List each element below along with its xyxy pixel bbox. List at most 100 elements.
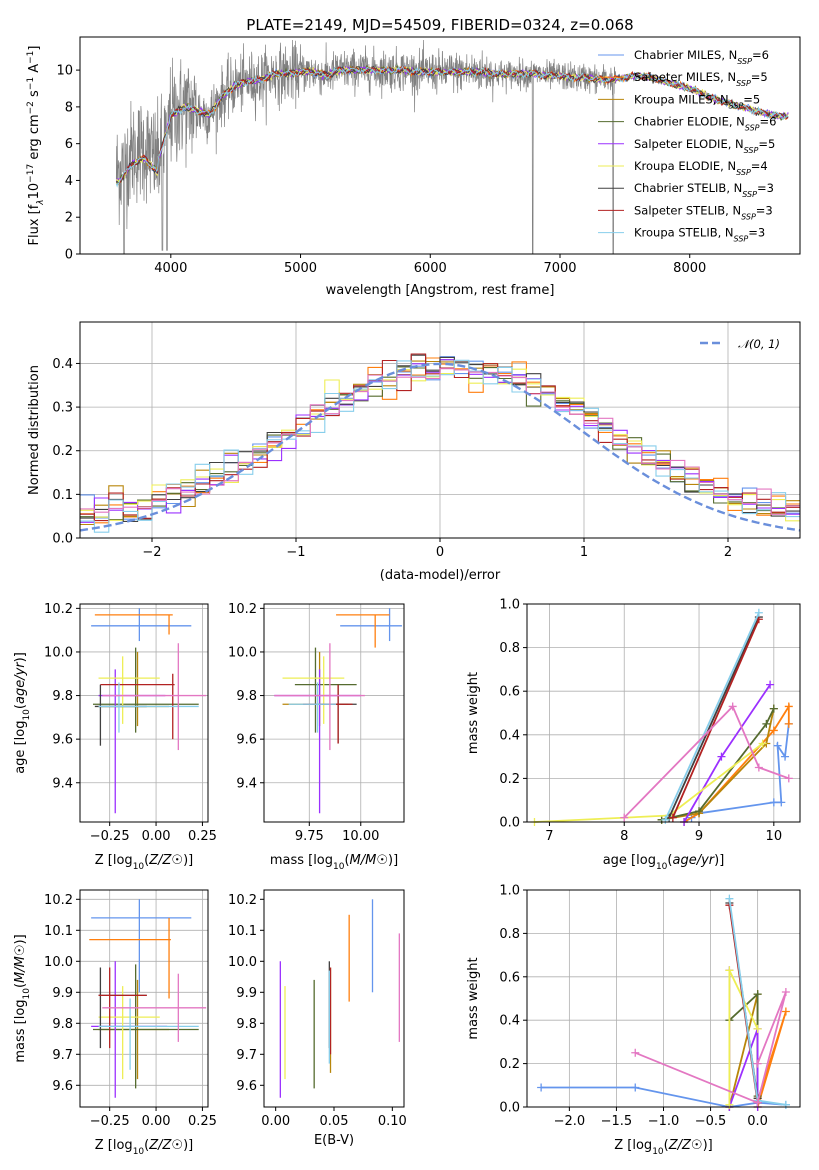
age-vs-Z-panel: −0.25 0.00 0.25 9.4 9.6 9.8 10.0 10.2 Z [log10(Z… xyxy=(13,602,217,872)
mass-weight-point xyxy=(784,702,793,711)
mass-weight-point xyxy=(766,680,775,689)
x-tick-label: 7 xyxy=(545,829,553,844)
y-tick-label: 0.0 xyxy=(499,816,520,831)
mass-weight-point xyxy=(754,763,763,772)
figure-title: PLATE=2149, MJD=54509, FIBERID=0324, z=0… xyxy=(246,16,633,34)
mass-weight-series-line xyxy=(661,708,775,821)
x-tick-label: −1 xyxy=(286,545,305,560)
mass-weight-point xyxy=(695,807,704,816)
x-axis-label: Z [log10(Z/Z☉)] xyxy=(95,853,193,872)
y-tick-label: 1.0 xyxy=(499,598,520,613)
mass-weight-point xyxy=(784,719,793,728)
mass-weight-point xyxy=(725,894,734,903)
y-tick-label: 0.2 xyxy=(499,772,520,787)
y-tick-label: 10.2 xyxy=(228,602,257,617)
mass-weight-series-line xyxy=(668,616,760,818)
axes-frame xyxy=(79,36,801,255)
y-tick-label: 0.2 xyxy=(499,1057,520,1072)
mass-weight-point xyxy=(781,1100,790,1109)
axes-frame xyxy=(79,321,801,539)
x-tick-label: −0.25 xyxy=(90,829,130,844)
x-tick-label: −0.25 xyxy=(90,1114,130,1129)
x-tick-label: 0.00 xyxy=(142,829,171,844)
x-tick-label: 4000 xyxy=(154,261,187,276)
y-tick-label: 10.2 xyxy=(44,893,73,908)
y-tick-label: 0.8 xyxy=(499,927,520,942)
axes-frame xyxy=(263,603,405,823)
x-tick-label: 9.75 xyxy=(295,829,324,844)
mass-weight-point xyxy=(728,702,737,711)
y-tick-label: 10.2 xyxy=(44,602,73,617)
x-tick-label: −1.0 xyxy=(648,1114,680,1129)
x-tick-label: 0.05 xyxy=(320,1114,349,1129)
y-axis-label: mass weight xyxy=(466,957,481,1039)
x-tick-label: 5000 xyxy=(284,261,317,276)
x-tick-label: 7000 xyxy=(543,261,576,276)
y-tick-label: 0.1 xyxy=(52,488,73,503)
y-tick-label: 10.1 xyxy=(228,924,257,939)
y-tick-label: 0.0 xyxy=(499,1101,520,1116)
y-tick-label: 9.6 xyxy=(236,733,257,748)
mass-weight-series-line xyxy=(671,618,760,818)
mass-weight-point xyxy=(620,813,629,822)
x-tick-label: 6000 xyxy=(414,261,447,276)
x-tick-label: −2 xyxy=(142,545,161,560)
mass-weight-point xyxy=(668,813,677,822)
y-tick-label: 9.9 xyxy=(52,986,73,1001)
mass-weight-point xyxy=(769,726,778,735)
x-tick-label: 0.25 xyxy=(188,1114,217,1129)
y-axis-label: age [log10(age/yr)] xyxy=(13,652,32,774)
x-axis-label: Z [log10(Z/Z☉)] xyxy=(95,1138,193,1157)
y-tick-label: 9.8 xyxy=(52,689,73,704)
mass-weight-point xyxy=(753,990,762,999)
legend-entry: Kroupa ELODIE, NSSP=4 xyxy=(634,159,768,177)
axes-frame xyxy=(79,889,209,1108)
x-axis-label: E(B-V) xyxy=(314,1133,354,1148)
legend-entry: Chabrier STELIB, NSSP=3 xyxy=(634,181,774,199)
y-tick-label: 0.6 xyxy=(499,970,520,985)
y-tick-label: 0.4 xyxy=(52,357,73,372)
y-tick-label: 9.6 xyxy=(52,733,73,748)
y-tick-label: 9.4 xyxy=(236,776,257,791)
mass-weight-point xyxy=(753,1098,762,1107)
y-tick-label: 0.3 xyxy=(52,401,73,416)
mass-weight-point xyxy=(777,798,786,807)
normal-reference-curve xyxy=(79,362,801,532)
x-tick-label: 0.00 xyxy=(261,1114,290,1129)
y-axis-label: mass weight xyxy=(466,672,481,754)
age-vs-mass-panel: 9.75 10.00 9.4 9.6 9.8 10.0 10.2 mass [log10(M/… xyxy=(228,602,405,872)
y-tick-label: 9.4 xyxy=(52,776,73,791)
y-tick-label: 0.0 xyxy=(52,532,73,547)
y-tick-label: 9.7 xyxy=(236,1048,257,1063)
y-tick-label: 0.2 xyxy=(52,444,73,459)
y-tick-label: 0.4 xyxy=(499,1014,520,1029)
legend-entry: Chabrier ELODIE, NSSP=6 xyxy=(634,115,776,133)
y-tick-label: 10.0 xyxy=(228,955,257,970)
x-axis-label: (data-model)/error xyxy=(380,568,501,583)
x-tick-label: 10 xyxy=(766,829,783,844)
axes-frame xyxy=(79,603,209,823)
mass-weight-point xyxy=(784,774,793,783)
axes-frame xyxy=(526,603,801,823)
residual-histogram xyxy=(80,368,800,515)
legend-entry: Salpeter MILES, NSSP=5 xyxy=(634,70,768,88)
mass-weight-point xyxy=(758,739,767,748)
mass-weight-point xyxy=(725,966,734,975)
y-tick-label: 0.8 xyxy=(499,641,520,656)
y-tick-label: 10.0 xyxy=(44,645,73,660)
x-axis-label: mass [log10(M/M☉)] xyxy=(270,853,398,872)
mass-weight-point xyxy=(781,1007,790,1016)
model-spectrum-line xyxy=(115,65,789,188)
mass-weight-point xyxy=(537,1083,546,1092)
x-axis-label: age [log10(age/yr)] xyxy=(603,853,725,872)
legend-entry: Chabrier MILES, NSSP=6 xyxy=(634,48,769,66)
legend-entry: Salpeter ELODIE, NSSP=5 xyxy=(634,137,775,155)
x-axis-label: wavelength [Angstrom, rest frame] xyxy=(326,283,555,298)
x-tick-label: 0.10 xyxy=(378,1114,407,1129)
mass-weight-point xyxy=(753,1024,762,1033)
legend-entry: Salpeter STELIB, NSSP=3 xyxy=(634,203,773,221)
mass-weight-point xyxy=(631,1083,640,1092)
legend-entry: 𝒩(0, 1) xyxy=(738,337,780,351)
y-axis-label: Normed distribution xyxy=(27,365,42,495)
y-tick-label: 10.0 xyxy=(44,955,73,970)
